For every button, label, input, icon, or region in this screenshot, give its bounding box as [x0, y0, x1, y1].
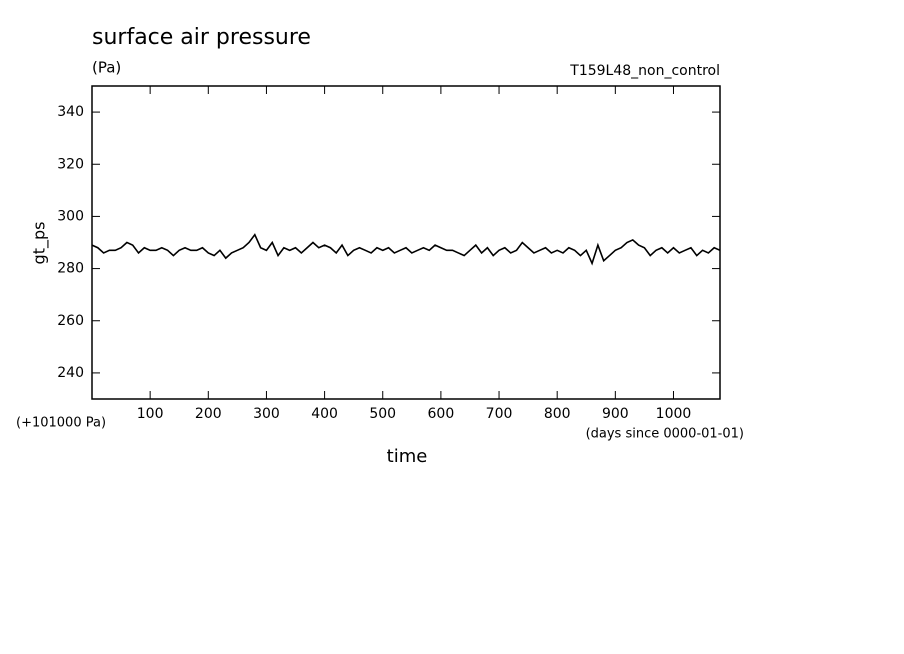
data-line: [91, 233, 721, 266]
y-tick-label: 320: [57, 156, 84, 172]
x-tick-label: 500: [369, 406, 396, 422]
chart-title: surface air pressure: [92, 25, 311, 50]
plot-frame: [91, 85, 721, 400]
x-tick-label: 900: [602, 406, 629, 422]
chart-subtitle: (Pa): [92, 59, 121, 77]
x-tick-label: 1000: [656, 406, 692, 422]
x-tick-label: 600: [428, 406, 455, 422]
x-tick-label: 800: [544, 406, 571, 422]
y-tick-label: 340: [57, 104, 84, 120]
y-axis-label: gt_ps: [30, 222, 50, 265]
x-tick-label: 300: [253, 406, 280, 422]
x-units-label: (days since 0000-01-01): [586, 427, 744, 442]
x-tick-label: 200: [195, 406, 222, 422]
x-tick-label: 400: [311, 406, 338, 422]
y-offset-label: (+101000 Pa): [16, 416, 106, 431]
run-label: T159L48_non_control: [569, 63, 720, 79]
x-tick-label: 700: [486, 406, 513, 422]
y-tick-label: 240: [57, 365, 84, 381]
y-tick-label: 280: [57, 261, 84, 277]
y-tick-label: 260: [57, 313, 84, 329]
y-tick-label: 300: [57, 208, 84, 224]
x-tick-label: 100: [137, 406, 164, 422]
x-axis-label: time: [387, 446, 428, 467]
